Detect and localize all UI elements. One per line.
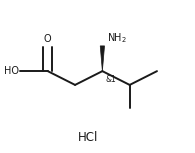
Text: NH$_2$: NH$_2$ — [107, 31, 127, 45]
Text: O: O — [44, 34, 52, 44]
Text: &1: &1 — [105, 75, 116, 84]
Text: HO: HO — [4, 66, 19, 76]
Text: HCl: HCl — [78, 131, 98, 144]
Polygon shape — [100, 46, 105, 71]
